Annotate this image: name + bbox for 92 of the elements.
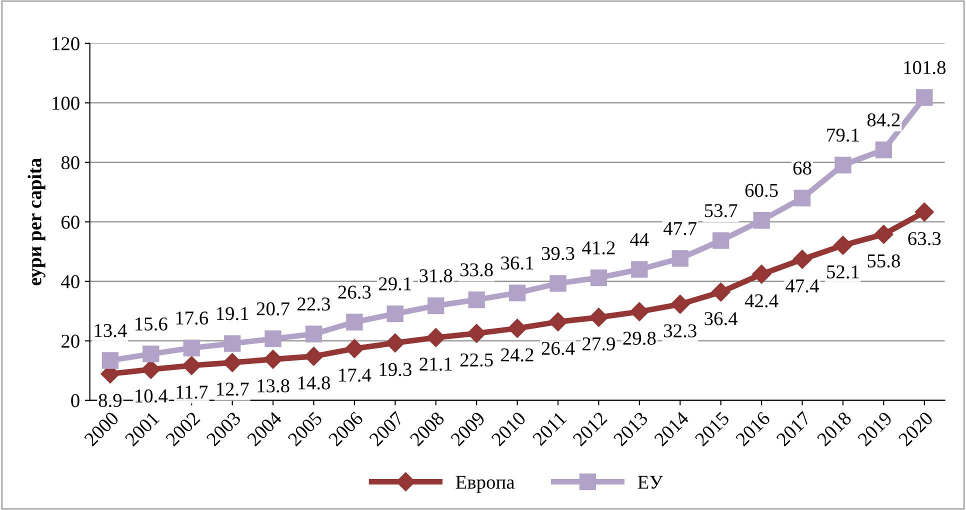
- data-label: 12.7: [217, 382, 249, 396]
- point: [305, 326, 322, 342]
- point: [833, 236, 853, 255]
- data-label: 41.2: [582, 241, 615, 254]
- data-label: 19.1: [217, 307, 248, 320]
- data-label: 36.1: [501, 256, 534, 270]
- data-label: 32.3: [664, 324, 696, 338]
- point: [834, 156, 852, 174]
- data-label: 22.5: [460, 353, 493, 367]
- data-label: 44: [630, 233, 649, 246]
- x-tick-label: 2011: [532, 411, 567, 446]
- data-label: 26.3: [338, 286, 371, 299]
- data-label: 13.4: [94, 324, 127, 338]
- point: [467, 324, 486, 343]
- point: [508, 318, 527, 338]
- data-label: 42.4: [744, 294, 778, 308]
- point: [753, 212, 770, 229]
- point: [508, 284, 526, 302]
- data-label: 20.7: [256, 302, 290, 316]
- y-tick-label: 80: [61, 156, 80, 170]
- data-label: 14.8: [298, 376, 330, 390]
- point: [550, 275, 566, 292]
- point: [182, 356, 202, 376]
- point: [224, 335, 241, 352]
- data-label: 53.7: [704, 204, 738, 218]
- data-label: 15.6: [136, 317, 168, 331]
- point: [630, 302, 649, 322]
- data-label: 29.1: [379, 277, 412, 290]
- data-label: 27.9: [582, 337, 615, 351]
- data-label: 63.3: [908, 232, 941, 246]
- point: [428, 297, 444, 314]
- data-label: 52.1: [827, 265, 859, 279]
- point: [670, 294, 690, 314]
- point: [304, 346, 324, 366]
- data-label: 21.1: [420, 358, 452, 371]
- point: [468, 291, 485, 308]
- point: [916, 89, 933, 106]
- data-label: 47.4: [786, 279, 819, 293]
- data-label: 10.4: [136, 389, 168, 403]
- point: [794, 190, 811, 206]
- point: [631, 261, 648, 278]
- data-label: 60.5: [745, 184, 778, 198]
- data-label: 13.8: [258, 379, 290, 393]
- point: [548, 312, 568, 332]
- point: [672, 250, 688, 267]
- y-tick-label: 120: [52, 37, 80, 50]
- y-tick-label: 0: [71, 394, 80, 408]
- legend-label: ЕУ: [638, 476, 663, 489]
- point: [712, 232, 730, 249]
- point: [183, 340, 200, 356]
- y-tick-label: 60: [62, 216, 80, 229]
- y-tick-label: 100: [52, 96, 80, 110]
- point: [142, 346, 160, 362]
- point: [752, 264, 772, 284]
- point: [344, 339, 364, 358]
- data-label: 33.8: [460, 263, 493, 276]
- legend-label: Европа: [456, 476, 515, 493]
- data-label: 39.3: [542, 246, 574, 260]
- data-label: 29.8: [623, 332, 656, 345]
- y-axis-title: еури per capita: [28, 158, 46, 286]
- data-label: 22.3: [298, 298, 330, 311]
- data-label: 55.8: [868, 254, 900, 268]
- point: [426, 328, 446, 348]
- point: [875, 142, 892, 158]
- point: [102, 352, 119, 369]
- data-label: 36.4: [704, 312, 738, 326]
- y-tick-label: 40: [61, 275, 80, 288]
- data-label: 68: [793, 162, 812, 175]
- point: [792, 250, 812, 269]
- point: [589, 308, 608, 327]
- data-label: 24.2: [501, 348, 534, 362]
- data-label: 31.8: [420, 269, 452, 282]
- point: [346, 314, 363, 330]
- point: [386, 333, 405, 352]
- point: [590, 269, 608, 286]
- data-label: 17.4: [339, 368, 372, 382]
- data-label: 17.6: [176, 312, 208, 325]
- data-label: 79.1: [827, 128, 859, 142]
- point: [222, 353, 242, 372]
- data-label: 84.2: [867, 113, 900, 127]
- data-label: 11.7: [176, 386, 208, 399]
- point: [711, 282, 730, 302]
- data-label: 19.3: [380, 362, 412, 376]
- data-label: 26.4: [542, 342, 575, 356]
- y-tick-label: 20: [62, 334, 80, 348]
- data-label: 47.7: [664, 222, 697, 236]
- point: [386, 305, 404, 322]
- data-label: 8.9: [98, 394, 122, 408]
- point: [914, 202, 934, 222]
- point: [874, 224, 894, 244]
- point: [264, 330, 282, 348]
- data-label: 101.8: [904, 60, 946, 74]
